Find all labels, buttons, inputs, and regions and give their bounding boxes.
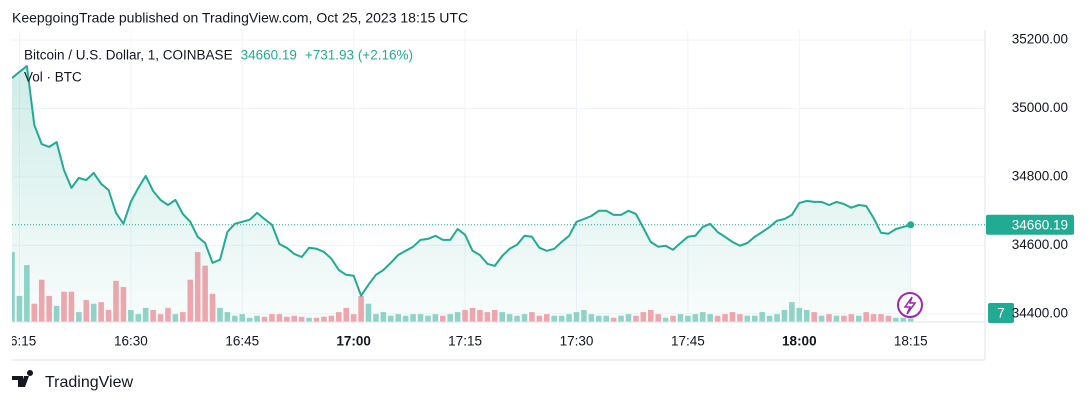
icon-bolt[interactable] [903, 296, 917, 315]
x-tick-label: 18:15 [894, 334, 928, 349]
x-tick-label: 18:00 [782, 334, 817, 349]
x-tick-label: 17:45 [671, 334, 705, 349]
legend-change: +731.93 (+2.16%) [305, 48, 413, 63]
last-point [907, 221, 915, 229]
y-tick-label: 35000.00 [1012, 100, 1068, 115]
icon-circle[interactable] [897, 292, 923, 318]
legend-last: 34660.19 [241, 48, 297, 63]
legend-volume: Vol · BTC [24, 70, 82, 85]
price-line [12, 65, 911, 297]
legend-symbol: Bitcoin / U.S. Dollar, 1, COINBASE [24, 48, 233, 63]
x-tick-label: 16:30 [114, 334, 148, 349]
y-tick-label: 34800.00 [1012, 169, 1068, 184]
logo-mark [12, 369, 34, 387]
volume-bar [907, 318, 914, 322]
header-text: KeepgoingTrade published on TradingView.… [12, 10, 468, 26]
x-tick-label: 16:15 [3, 334, 37, 349]
x-tick-label: 17:00 [336, 334, 371, 349]
footer-logo: TradingView [12, 369, 133, 391]
x-tick-label: 17:15 [448, 334, 482, 349]
price-series [12, 65, 915, 322]
x-axis: 16:15 16:30 16:45 17:00 17:15 17:30 17:45 18:00… [3, 334, 928, 349]
x-tick-label: 17:30 [560, 334, 594, 349]
y-tick-label: 34400.00 [1012, 305, 1068, 320]
last-volume-box [988, 303, 1014, 323]
replay-icon[interactable] [897, 292, 923, 318]
x-tick-label: 16:45 [225, 334, 259, 349]
last-volume-label: 7 [997, 306, 1005, 321]
y-axis: 34600.00 34800.00 35000.00 35200.00 [1012, 32, 1068, 252]
legend: Bitcoin / U.S. Dollar, 1, COINBASE 34660… [24, 48, 413, 85]
footer-brand: TradingView [45, 374, 133, 391]
last-price-label: 34660.19 [1012, 217, 1068, 232]
last-price-box [986, 214, 1074, 235]
price-area [12, 66, 911, 322]
y-tick-label: 34600.00 [1012, 237, 1068, 252]
y-tick-label: 35200.00 [1012, 32, 1068, 47]
